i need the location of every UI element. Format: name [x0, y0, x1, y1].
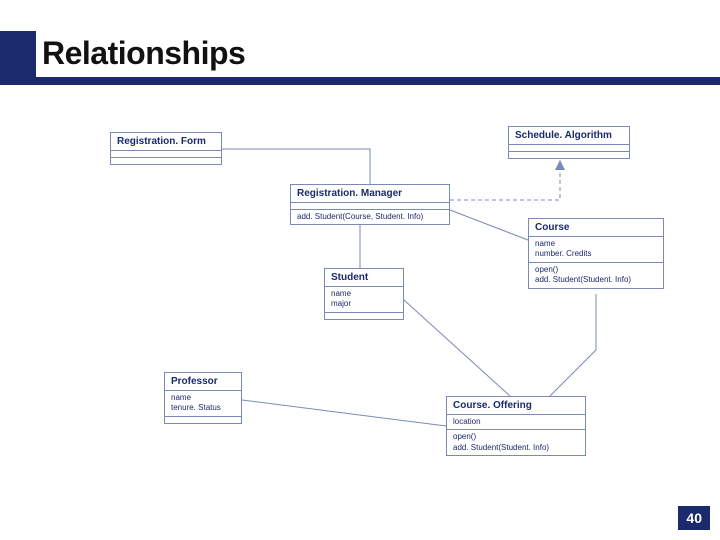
header-band — [0, 77, 720, 85]
uml-diagram: Registration. Form Schedule. Algorithm Reg… — [0, 100, 720, 490]
class-student: Studentnamemajor — [324, 268, 404, 320]
class-label: Student — [325, 269, 403, 287]
class-label: Registration. Manager — [291, 185, 449, 203]
class-attrs — [111, 151, 221, 158]
class-attrs: namemajor — [325, 287, 403, 313]
class-attrs — [509, 145, 629, 152]
class-professor: Professornametenure. Status — [164, 372, 242, 424]
class-ops — [111, 158, 221, 164]
class-label: Professor — [165, 373, 241, 391]
class-label: Registration. Form — [111, 133, 221, 151]
class-course: Coursenamenumber. Creditsopen()add. Stud… — [528, 218, 664, 289]
class-attrs: namenumber. Credits — [529, 237, 663, 263]
class-registrationForm: Registration. Form — [110, 132, 222, 165]
class-attrs — [291, 203, 449, 210]
class-ops: open()add. Student(Student. Info) — [529, 263, 663, 288]
class-label: Course. Offering — [447, 397, 585, 415]
class-courseOffering: Course. Offeringlocationopen()add. Stude… — [446, 396, 586, 456]
class-attrs: nametenure. Status — [165, 391, 241, 417]
header-accent-top — [0, 31, 36, 39]
class-ops — [325, 313, 403, 319]
class-ops — [165, 417, 241, 423]
class-registrationManager: Registration. Manager add. Student(Course… — [290, 184, 450, 225]
class-ops: add. Student(Course, Student. Info) — [291, 210, 449, 224]
class-label: Course — [529, 219, 663, 237]
class-label: Schedule. Algorithm — [509, 127, 629, 145]
slide-title: Relationships — [42, 35, 245, 72]
class-attrs: location — [447, 415, 585, 430]
class-scheduleAlgorithm: Schedule. Algorithm — [508, 126, 630, 159]
page-number-badge: 40 — [678, 506, 710, 530]
class-ops: open()add. Student(Student. Info) — [447, 430, 585, 455]
class-ops — [509, 152, 629, 158]
